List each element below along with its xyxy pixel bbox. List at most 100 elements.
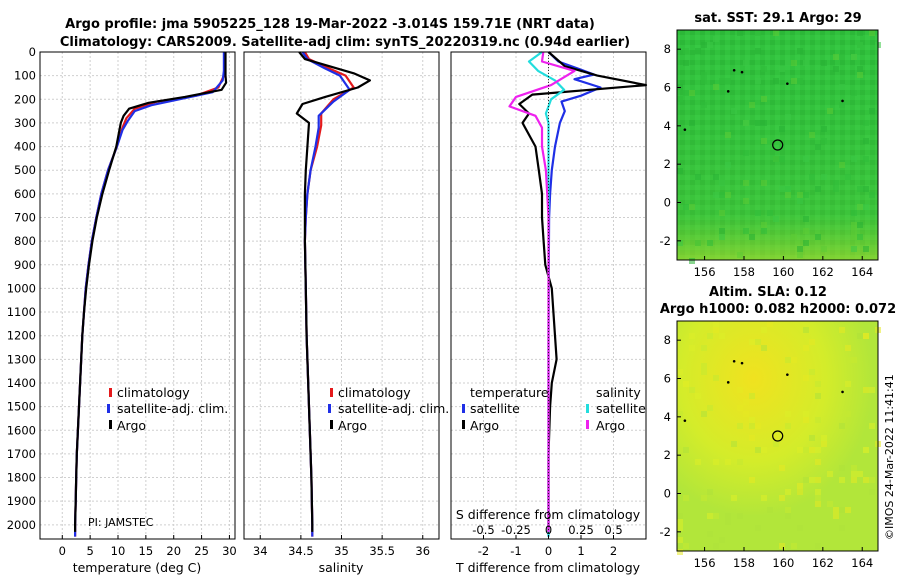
map-pixel [743, 180, 749, 186]
legend-swatch-t-satellite [462, 404, 465, 413]
map-pixel [845, 345, 851, 351]
depth-tick-label: 1200 [7, 329, 36, 343]
map-pixel [851, 246, 857, 252]
map-pixel [839, 84, 845, 90]
lon-tick-label: 156 [694, 265, 716, 279]
map-pixel [755, 120, 761, 126]
figure-title-line1: Argo profile: jma 5905225_128 19-Mar-202… [65, 17, 595, 32]
map-pixel [773, 30, 779, 36]
map-pixel [737, 459, 743, 465]
map-pixel [815, 417, 821, 423]
temperature-grid [40, 51, 235, 539]
sla-lat-ticks: -2 0 2 4 6 8 [660, 333, 681, 539]
map-pixel [701, 345, 707, 351]
map-pixel [785, 423, 791, 429]
difference-panel: -2 -1 0 1 2 -0.5 -0.25 0 0.25 0.5 S difference f… [450, 51, 648, 575]
map-pixel [677, 240, 683, 246]
map-pixel [707, 513, 713, 519]
map-pixel [797, 78, 803, 84]
depth-tick-label: 1800 [7, 471, 36, 485]
map-pixel [863, 156, 869, 162]
map-pixel [725, 78, 731, 84]
map-pixel [821, 174, 827, 180]
series-line-s-argo [508, 51, 576, 532]
map-pixel [743, 150, 749, 156]
depth-tick-label: 600 [14, 187, 36, 201]
sla-lon-ticks: 156 158 160 162 164 [694, 547, 873, 570]
map-pixel [869, 489, 875, 495]
map-pixel [737, 387, 743, 393]
map-pixel [815, 489, 821, 495]
map-pixel [797, 48, 803, 54]
map-pixel [731, 108, 737, 114]
x-tick-label: 5 [86, 544, 93, 558]
s-tick-label: 0.5 [604, 523, 622, 537]
map-pixel [839, 477, 845, 483]
map-pixel [767, 210, 773, 216]
island-dot [841, 390, 844, 394]
sst-islands [683, 68, 844, 131]
map-pixel [821, 246, 827, 252]
series-line-climatology [74, 52, 227, 537]
map-pixel [797, 246, 803, 252]
salinity-grid [244, 51, 439, 539]
map-pixel [689, 333, 695, 339]
map-pixel [683, 48, 689, 54]
map-pixel [815, 477, 821, 483]
legend-swatch-climatology [330, 388, 333, 397]
map-pixel [761, 228, 767, 234]
map-pixel [737, 405, 743, 411]
map-pixel [803, 411, 809, 417]
map-pixel [689, 258, 695, 264]
map-pixel [845, 507, 851, 513]
legend-header-temperature: temperature [470, 385, 549, 400]
s-tick-label: 0.25 [568, 523, 594, 537]
map-pixel [683, 543, 689, 549]
difference-xticks: -2 -1 0 1 2 [478, 535, 617, 558]
map-pixel [749, 234, 755, 240]
map-pixel [701, 411, 707, 417]
map-pixel [749, 435, 755, 441]
map-pixel [785, 60, 791, 66]
map-pixel [857, 186, 863, 192]
legend-swatch-satellite [328, 404, 331, 413]
map-pixel [815, 381, 821, 387]
map-pixel [821, 126, 827, 132]
map-pixel [815, 501, 821, 507]
map-pixel [851, 156, 857, 162]
map-pixel [797, 192, 803, 198]
map-pixel [803, 327, 809, 333]
map-pixel [773, 78, 779, 84]
x-tick-label: 35.5 [369, 544, 395, 558]
depth-tick-label: 100 [14, 69, 36, 83]
sst-field-shading [677, 30, 878, 260]
lon-tick-label: 156 [694, 556, 716, 570]
map-pixel [695, 240, 701, 246]
map-pixel [815, 495, 821, 501]
sla-map-title: Altim. SLA: 0.12 [709, 285, 827, 300]
map-pixel [833, 186, 839, 192]
map-pixel [689, 345, 695, 351]
map-pixel [749, 417, 755, 423]
sst-map-panel: sat. SST: 29.1 Argo: 29 156 158 160 162 164 … [660, 11, 881, 279]
map-pixel [755, 339, 761, 345]
legend-label-climatology: climatology [338, 385, 411, 400]
temperature-panel: 0 5 10 15 20 25 30 0 100 200 300 400 500 600 700 800 90… [7, 45, 237, 575]
legend-swatch-argo [330, 420, 333, 429]
map-pixel [743, 399, 749, 405]
depth-tick-label: 1900 [7, 494, 36, 508]
map-pixel [863, 138, 869, 144]
map-pixel [761, 222, 767, 228]
map-pixel [803, 216, 809, 222]
map-pixel [731, 495, 737, 501]
lat-tick-label: 4 [664, 119, 671, 133]
lat-tick-label: -2 [660, 234, 671, 248]
map-pixel [851, 228, 857, 234]
map-pixel [713, 513, 719, 519]
x-tick-label: 0 [59, 544, 66, 558]
x-tick-label: -2 [478, 544, 489, 558]
sla-map-panel: Altim. SLA: 0.12 Argo h1000: 0.082 h2000… [660, 285, 897, 570]
map-pixel [683, 495, 689, 501]
island-dot [726, 90, 730, 93]
